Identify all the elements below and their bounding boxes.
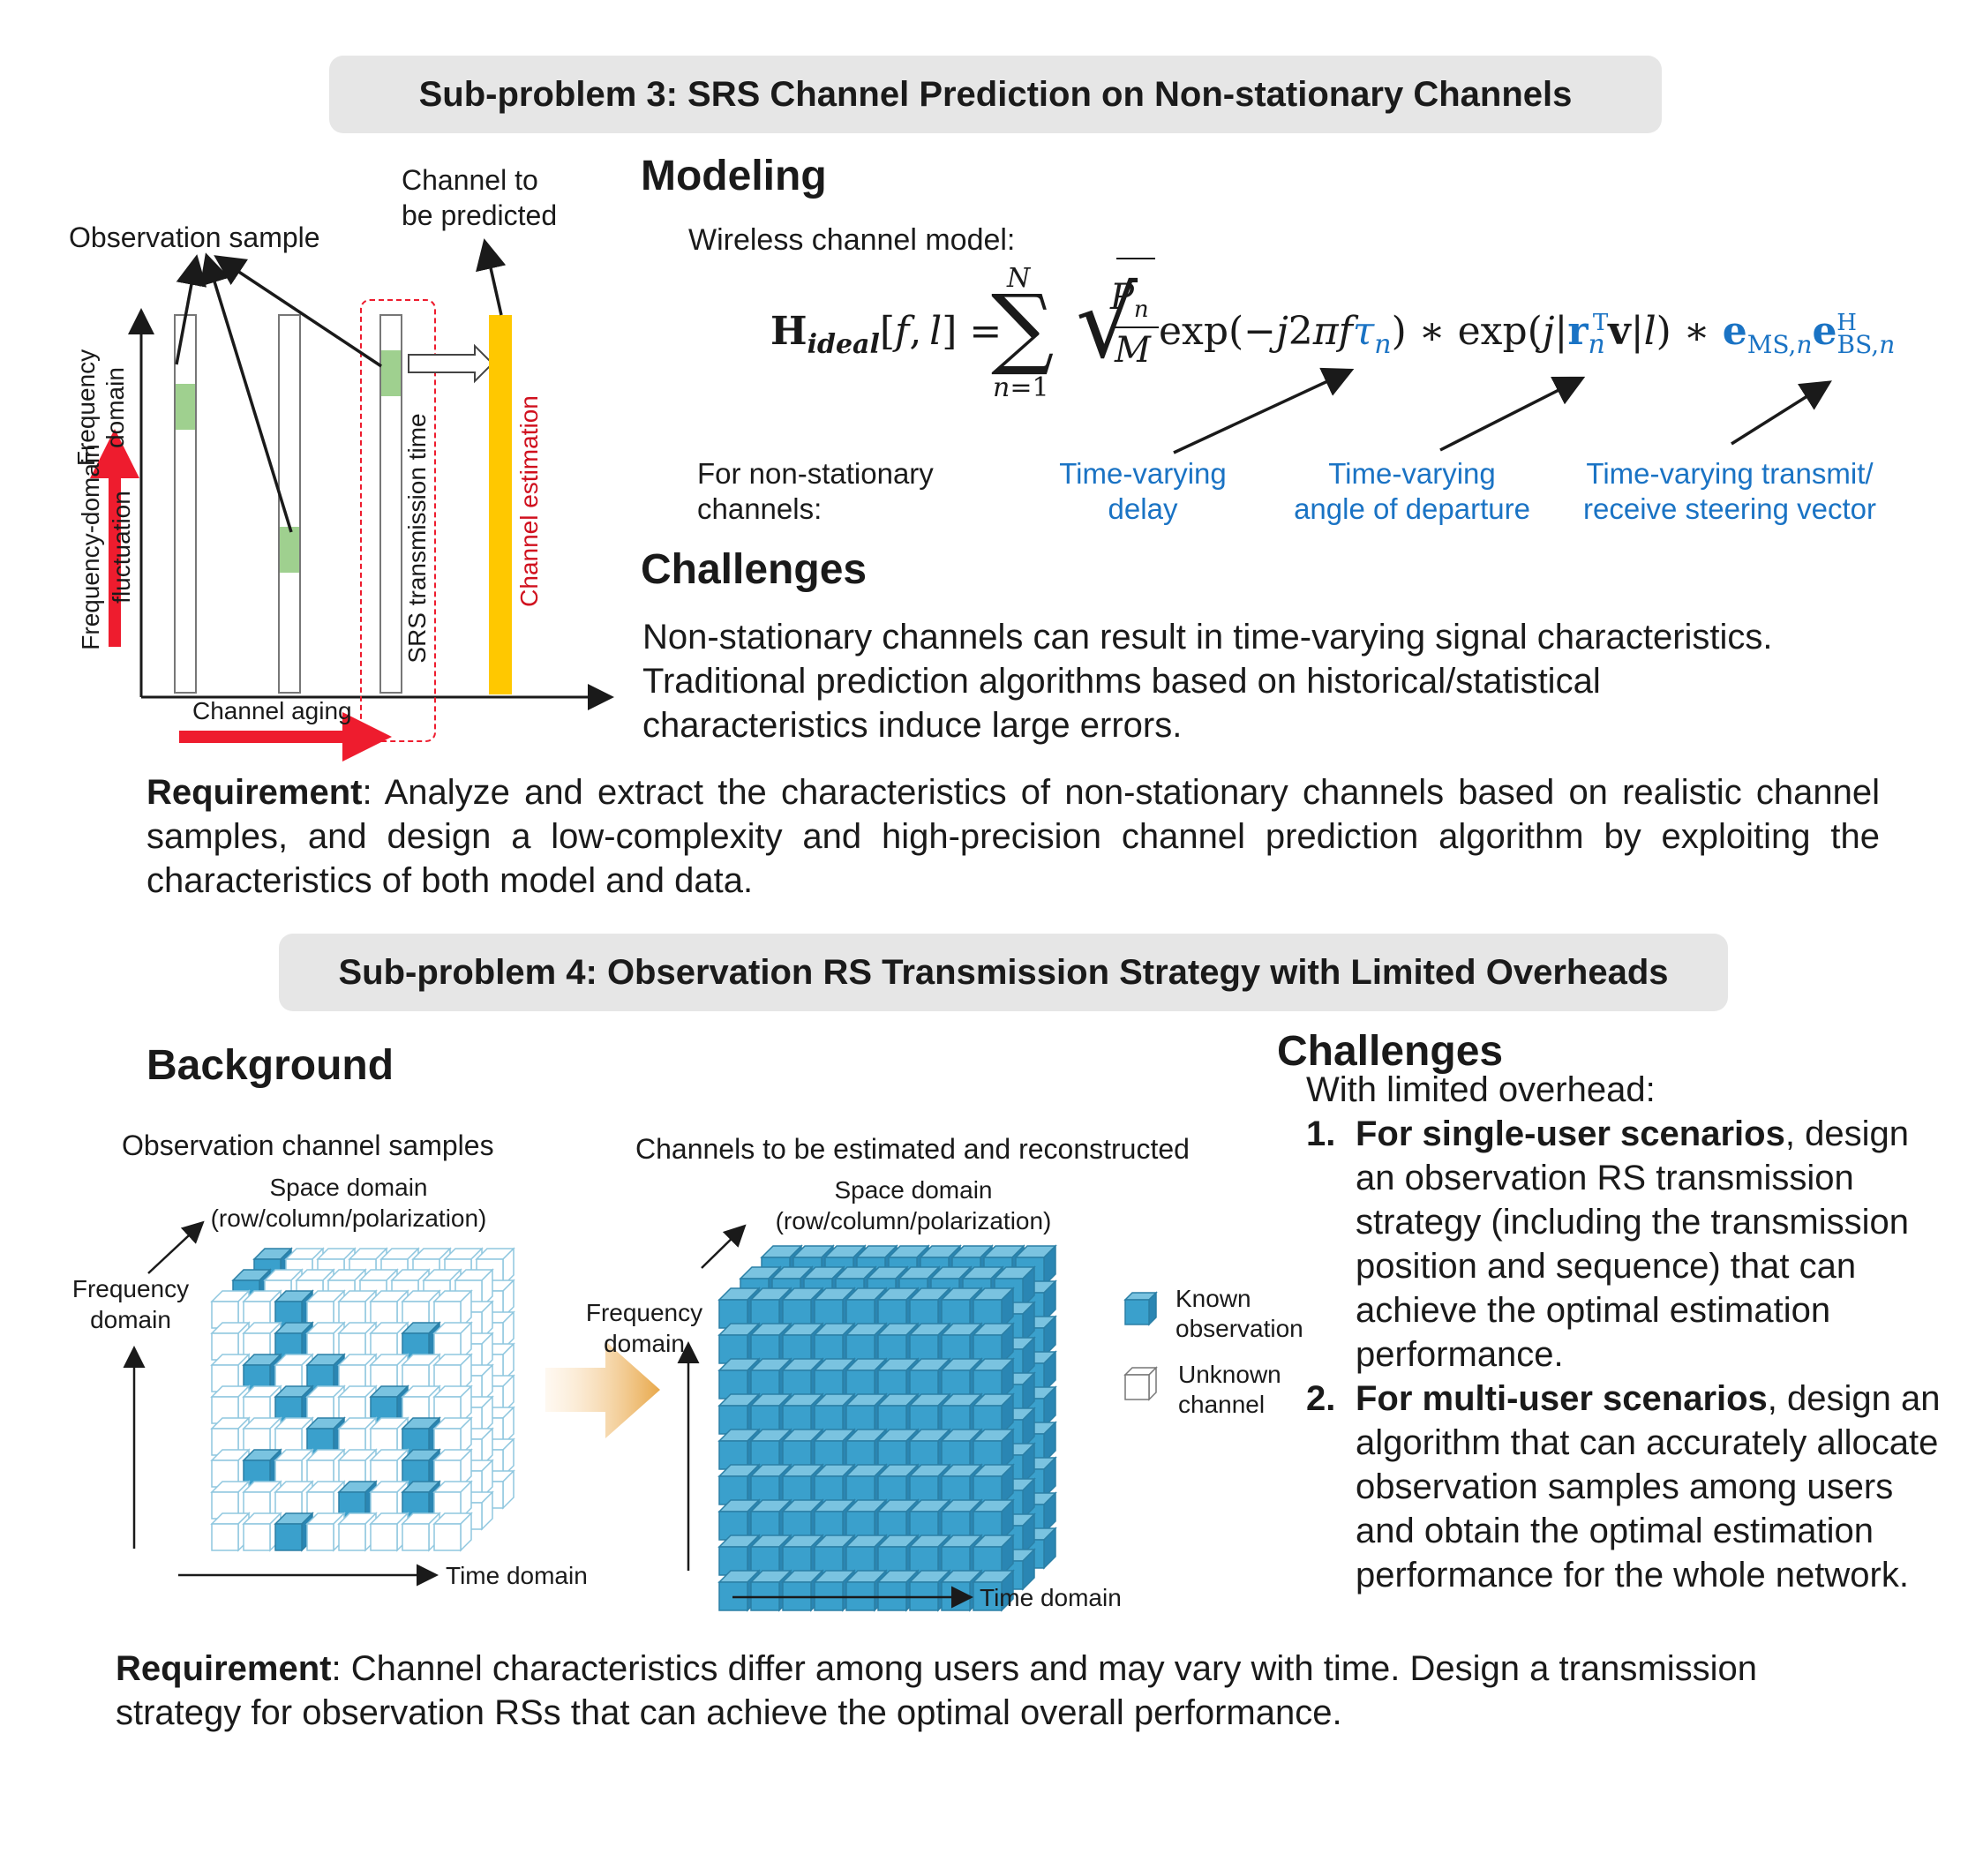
observation-sample-label: Observation sample — [69, 221, 320, 253]
est-channels-title: Channels to be estimated and reconstruct… — [635, 1133, 1190, 1165]
channel-to-predict-label-2: be predicted — [402, 199, 557, 231]
annot-steer-2: receive steering vector — [1583, 492, 1876, 525]
wireless-model-label: Wireless channel model: — [688, 223, 1016, 257]
list-item: 1. For single-user scenarios, design an o… — [1306, 1112, 1950, 1377]
background-heading: Background — [146, 1042, 394, 1089]
nonstationary-label-2: channels: — [697, 492, 822, 525]
legend-unknown-label-1: Unknown — [1178, 1361, 1281, 1388]
list-item-text: , design an observation RS transmission … — [1356, 1114, 1909, 1374]
list-item-number: 2. — [1306, 1379, 1336, 1418]
sub4-requirement-label: Requirement — [116, 1649, 332, 1688]
est-space-label-2: (row/column/polarization) — [776, 1207, 1052, 1234]
obs-freq-label-1: Frequency — [72, 1275, 189, 1302]
cube-face — [433, 1523, 462, 1551]
srs-prediction-diagram: Observation sample Channel to be predict… — [69, 164, 614, 762]
legend-known-label-2: observation — [1176, 1315, 1303, 1342]
obs-space-label-1: Space domain — [269, 1174, 427, 1201]
modeling-heading: Modeling — [641, 153, 827, 199]
cube-face — [243, 1523, 271, 1551]
sub3-challenges-line1: Non-stationary channels can result in ti… — [642, 618, 1773, 657]
cube-legend: Known observation Unknown channel — [1123, 1285, 1303, 1418]
sub3-requirement: Requirement: Analyze and extract the cha… — [146, 770, 1880, 903]
sub4-challenges-intro: With limited overhead: — [1306, 1070, 1656, 1109]
obs-freq-label-2: domain — [90, 1306, 171, 1333]
cube-face — [370, 1523, 398, 1551]
cube-face — [306, 1523, 334, 1551]
frequency-domain-label-2: domain — [101, 367, 129, 448]
legend-unknown-label-2: channel — [1178, 1391, 1265, 1418]
cube-face — [973, 1581, 1003, 1611]
list-item: 2. For multi-user scenarios, design an al… — [1306, 1377, 1950, 1597]
srs-dashed-box — [360, 299, 436, 742]
sub4-title-banner: Sub-problem 4: Observation RS Transmissi… — [279, 934, 1728, 1011]
sub3-challenges-line3: characteristics induce large errors. — [642, 706, 1183, 745]
hollow-arrow — [408, 343, 494, 384]
channel-model-equation: Hideal[f, l] = N ∑ n=1 √ Pn M exp(−j2πfτ… — [770, 258, 1918, 408]
est-freq-label-2: domain — [604, 1330, 685, 1357]
annot-angle-2: angle of departure — [1294, 492, 1530, 525]
cube-face — [402, 1523, 430, 1551]
channel-estimation-label: Channel estimation — [515, 395, 543, 607]
sub3-challenges-line2: Traditional prediction algorithms based … — [642, 662, 1601, 701]
observation-sample-2 — [280, 527, 299, 573]
legend-known-label-1: Known — [1176, 1285, 1251, 1312]
obs-time-label: Time domain — [446, 1562, 588, 1589]
channel-aging-label: Channel aging — [192, 697, 352, 724]
obs-samples-title: Observation channel samples — [122, 1129, 494, 1161]
list-item-bold: For multi-user scenarios — [1356, 1379, 1768, 1418]
observation-cubes — [210, 1247, 515, 1552]
srs-transmission-time-label: SRS transmission time — [403, 413, 431, 663]
list-item-text: , design an algorithm that can accuratel… — [1356, 1379, 1941, 1595]
annotation-arrows — [1173, 367, 1832, 454]
sub4-challenges-heading: Challenges — [1277, 1028, 1504, 1075]
annot-steer-1: Time-varying transmit/ — [1586, 457, 1874, 490]
sub4-challenges-list: 1. For single-user scenarios, design an o… — [1306, 1112, 1950, 1597]
channel-to-predict-label-1: Channel to — [402, 164, 538, 196]
sub3-title-banner: Sub-problem 3: SRS Channel Prediction on… — [329, 56, 1662, 133]
cube-face — [274, 1523, 303, 1551]
est-space-label-1: Space domain — [834, 1176, 992, 1204]
annot-delay-1: Time-varying — [1059, 457, 1227, 490]
sub4-requirement: Requirement: Channel characteristics dif… — [116, 1647, 1757, 1735]
sub4-requirement-text: : Channel characteristics differ among u… — [116, 1649, 1757, 1732]
cube-face — [211, 1523, 239, 1551]
estimated-cubes — [717, 1244, 1057, 1612]
est-freq-label-1: Frequency — [586, 1299, 702, 1326]
legend-unknown-icon — [1123, 1366, 1158, 1401]
freq-fluctuation-label-2: fluctuation — [108, 491, 135, 604]
annot-angle-1: Time-varying — [1328, 457, 1496, 490]
observation-bar-1 — [174, 314, 197, 694]
obs-space-label-2: (row/column/polarization) — [211, 1204, 487, 1232]
nonstationary-label-1: For non-stationary — [697, 457, 934, 490]
observation-sample-1 — [176, 384, 195, 430]
channel-estimation-bar — [489, 315, 512, 694]
legend-known-icon — [1123, 1291, 1158, 1326]
sub3-challenges-heading: Challenges — [641, 546, 868, 593]
observation-cube-diagram: Space domain (row/column/polarization) F… — [72, 1174, 588, 1589]
observation-sample-3 — [381, 350, 401, 396]
cube-face — [338, 1523, 366, 1551]
freq-fluctuation-label-1: Frequency-domain — [77, 444, 104, 649]
reconstruction-arrow — [545, 1341, 660, 1438]
list-item-number: 1. — [1306, 1114, 1336, 1153]
annot-delay-2: delay — [1108, 492, 1178, 525]
estimated-cube-diagram: Space domain (row/column/polarization) F… — [586, 1176, 1122, 1612]
list-item-bold: For single-user scenarios — [1356, 1114, 1785, 1153]
sub3-requirement-label: Requirement — [146, 773, 363, 812]
frequency-domain-label-1: Frequency — [72, 349, 100, 466]
sub3-requirement-text: : Analyze and extract the characteristic… — [146, 773, 1880, 900]
est-time-label: Time domain — [980, 1584, 1122, 1611]
